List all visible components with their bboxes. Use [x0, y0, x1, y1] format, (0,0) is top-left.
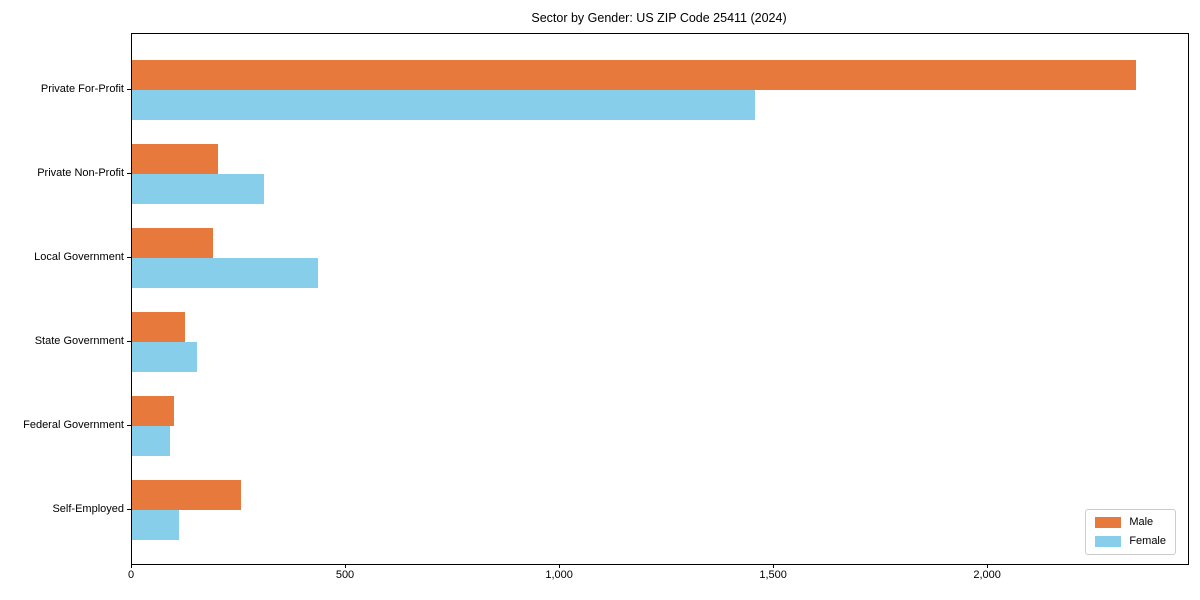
bar-male-state-government [132, 312, 186, 342]
x-tick-mark [559, 564, 561, 568]
chart-title: Sector by Gender: US ZIP Code 25411 (202… [531, 11, 787, 25]
x-tick-mark [345, 564, 346, 568]
x-tick-label-2-000: 2,000 [973, 569, 1001, 581]
bar-male-local-government [132, 228, 213, 258]
y-tick-label-self-employed: Self-Employed [52, 503, 124, 515]
female-legend-swatch [1095, 536, 1122, 547]
bar-male-federal-government [132, 396, 174, 426]
y-tick-mark [127, 341, 131, 342]
bar-male-self-employed [132, 480, 242, 510]
x-tick-mark [987, 564, 989, 568]
y-tick-mark [127, 257, 131, 258]
y-tick-label-private-for-profit: Private For-Profit [40, 83, 124, 95]
y-tick-mark [127, 89, 131, 90]
bar-male-private-non-profit [132, 144, 218, 174]
legend-item-female: Female [1095, 535, 1166, 548]
x-tick-label-1-000: 1,000 [545, 569, 573, 581]
bar-male-private-for-profit [132, 60, 1136, 90]
x-tick-label-0: 0 [127, 569, 135, 581]
bar-female-local-government [132, 258, 318, 288]
bar-female-federal-government [132, 426, 171, 456]
bar-female-private-for-profit [132, 90, 755, 120]
x-tick-mark [131, 564, 132, 568]
y-tick-label-state-government: State Government [34, 335, 124, 347]
y-tick-mark [127, 425, 131, 426]
plot-area: Male Female [131, 33, 1189, 565]
bar-female-self-employed [132, 510, 180, 540]
legend-label-male: Male [1129, 516, 1154, 528]
legend-item-male: Male [1095, 516, 1166, 529]
bar-female-private-non-profit [132, 174, 264, 204]
bar-female-state-government [132, 342, 198, 372]
legend: Male Female [1085, 509, 1176, 555]
x-tick-mark [773, 564, 775, 568]
x-tick-label-1-500: 1,500 [759, 569, 787, 581]
y-tick-mark [127, 509, 131, 510]
x-tick-label-500: 500 [335, 569, 355, 581]
y-tick-label-federal-government: Federal Government [23, 419, 124, 431]
male-legend-swatch [1095, 517, 1122, 528]
legend-label-female: Female [1129, 535, 1166, 547]
y-tick-mark [127, 173, 131, 174]
y-tick-label-local-government: Local Government [34, 251, 124, 263]
y-tick-label-private-non-profit: Private Non-Profit [37, 167, 124, 179]
